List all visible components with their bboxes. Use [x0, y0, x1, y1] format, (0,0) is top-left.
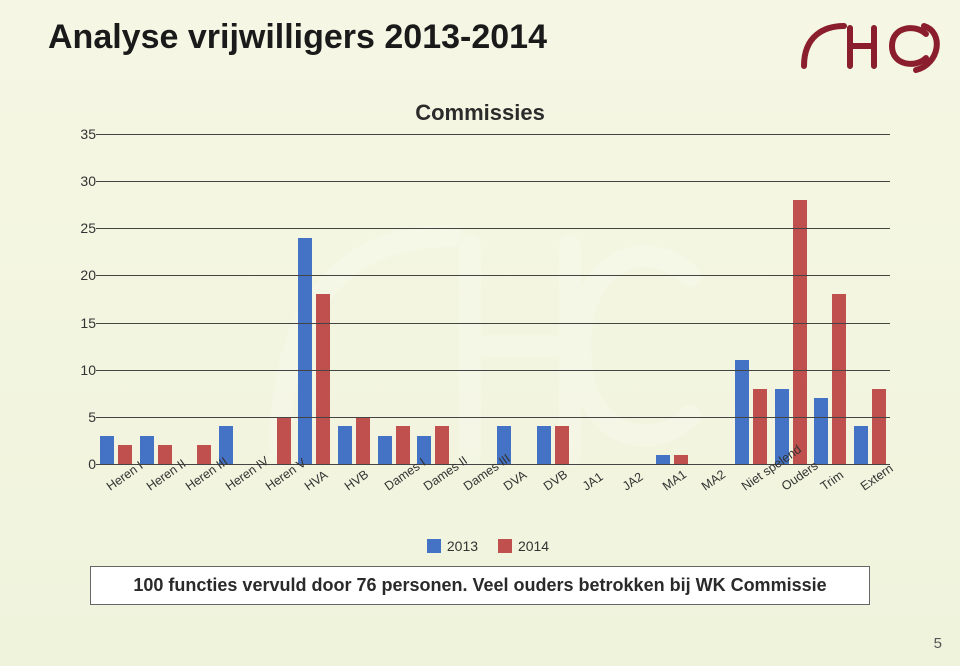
- legend-label-2013: 2013: [447, 538, 478, 554]
- legend-swatch-2013: [427, 539, 441, 553]
- gridline: [96, 370, 890, 371]
- bar-2013: [140, 436, 154, 464]
- x-tick-label: MA2: [699, 467, 728, 493]
- x-tick-label: HVA: [302, 468, 330, 494]
- slide: { "title": "Analyse vrijwilligers 2013-2…: [0, 0, 960, 666]
- x-tick-label: JA2: [620, 470, 646, 494]
- y-tick-label: 20: [66, 267, 96, 283]
- chart-title: Commissies: [60, 100, 900, 126]
- bar-groups: [96, 134, 890, 464]
- bar-2014: [872, 389, 886, 464]
- x-tick-label: MA1: [660, 467, 689, 493]
- bar-2013: [537, 426, 551, 464]
- gridline: [96, 228, 890, 229]
- legend: 2013 2014: [0, 538, 960, 554]
- x-axis-labels: Heren IHeren IIHeren IIIHeren IVHeren VH…: [96, 468, 890, 518]
- bar-2014: [277, 417, 291, 464]
- bar-2014: [356, 417, 370, 464]
- gridline: [96, 323, 890, 324]
- bar-2014: [158, 445, 172, 464]
- legend-swatch-2014: [498, 539, 512, 553]
- x-tick-label: DVB: [541, 467, 570, 493]
- bar-2013: [100, 436, 114, 464]
- bar-2013: [735, 360, 749, 464]
- bar-2013: [854, 426, 868, 464]
- bar-2014: [674, 455, 688, 464]
- y-tick-label: 10: [66, 362, 96, 378]
- bar-2014: [197, 445, 211, 464]
- x-tick-label: JA1: [580, 470, 606, 494]
- y-tick-label: 15: [66, 315, 96, 331]
- x-tick-label: DVA: [501, 468, 529, 494]
- bar-2014: [555, 426, 569, 464]
- bar-2013: [338, 426, 352, 464]
- bar-2014: [793, 200, 807, 464]
- chart-commissies: Commissies Heren IHeren IIHeren IIIHeren…: [60, 108, 900, 528]
- gridline: [96, 134, 890, 135]
- page-number: 5: [934, 635, 942, 652]
- logo-rhc: [796, 16, 944, 76]
- y-tick-label: 5: [66, 409, 96, 425]
- x-tick-label: Extern: [858, 461, 896, 493]
- y-tick-label: 35: [66, 126, 96, 142]
- bar-2014: [118, 445, 132, 464]
- bar-2013: [814, 398, 828, 464]
- y-tick-label: 0: [66, 456, 96, 472]
- legend-label-2014: 2014: [518, 538, 549, 554]
- plot-area: [96, 134, 890, 464]
- bar-2013: [656, 455, 670, 464]
- bar-2013: [298, 238, 312, 464]
- page-title: Analyse vrijwilligers 2013-2014: [48, 18, 547, 57]
- y-tick-label: 25: [66, 220, 96, 236]
- caption-box: 100 functies vervuld door 76 personen. V…: [90, 566, 870, 605]
- y-tick-label: 30: [66, 173, 96, 189]
- gridline: [96, 417, 890, 418]
- bar-2014: [753, 389, 767, 464]
- bar-2014: [435, 426, 449, 464]
- gridline: [96, 275, 890, 276]
- bar-2014: [396, 426, 410, 464]
- gridline: [96, 181, 890, 182]
- x-tick-label: Trim: [818, 468, 846, 494]
- bar-2014: [832, 294, 846, 464]
- x-tick-label: HVB: [342, 467, 371, 493]
- bar-2014: [316, 294, 330, 464]
- bar-2013: [378, 436, 392, 464]
